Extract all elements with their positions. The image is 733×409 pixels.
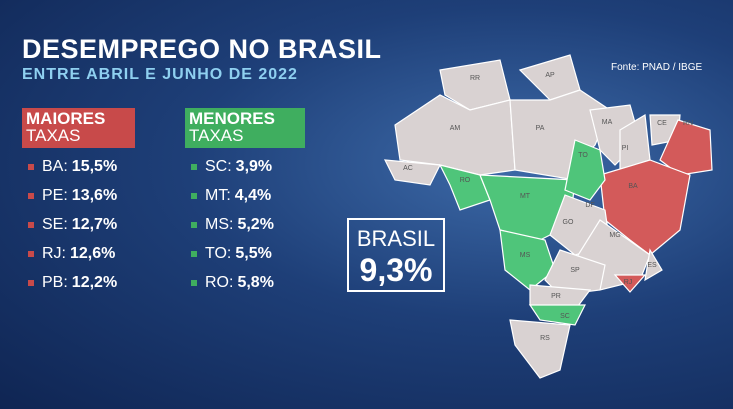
brasil-value: 9,3%: [359, 252, 433, 288]
states: [383, 54, 713, 379]
rate: 5,5%: [235, 244, 272, 262]
bullet: [191, 279, 197, 286]
heading-line: MENORES: [189, 109, 275, 128]
state-label: MS: [520, 252, 531, 259]
state-label: RN: [683, 120, 693, 127]
rate: 3,9%: [235, 157, 273, 175]
bullet: [28, 279, 34, 286]
state-label: MT: [520, 193, 531, 200]
heading-line: TAXAS: [26, 126, 81, 145]
menores-list: SC: 3,9% MT: 4,4% MS: 5,2% TO: 5,5% RO: 5,8%: [191, 152, 274, 297]
state-label: DF: [585, 202, 594, 209]
list-item: MT: 4,4%: [191, 181, 274, 210]
state-label: AC: [403, 165, 413, 172]
bullet: [191, 163, 197, 170]
maiores-heading: MAIORES TAXAS: [22, 108, 136, 148]
bullet: [28, 163, 34, 170]
state-code: TO:: [205, 244, 232, 262]
rate: 5,2%: [237, 215, 274, 233]
rate: 5,8%: [237, 273, 274, 291]
state-code: MS:: [205, 215, 234, 233]
bullet: [28, 250, 34, 257]
list-item: SC: 3,9%: [191, 152, 274, 181]
bullet: [28, 221, 34, 228]
bullet: [191, 192, 197, 199]
bullet: [191, 250, 197, 257]
state-label: PA: [536, 125, 545, 132]
state-label: RJ: [624, 279, 633, 286]
state-rs: [509, 319, 571, 379]
brasil-box: BRASIL 9,3%: [347, 218, 445, 292]
rate: 15,5%: [71, 157, 118, 175]
rate: 4,4%: [234, 186, 272, 204]
state-code: BA:: [42, 157, 68, 175]
state-sc: [528, 304, 586, 326]
source: Fonte: PNAD / IBGE: [611, 62, 703, 73]
list-item: RJ: 12,6%: [28, 239, 117, 268]
bullet: [191, 221, 197, 228]
subtitle: ENTRE ABRIL E JUNHO DE 2022: [22, 66, 298, 83]
state-label: ES: [647, 262, 657, 269]
state-label: TO: [578, 152, 588, 159]
state-label: SP: [570, 267, 580, 274]
state-code: RJ:: [42, 244, 66, 262]
state-label: AP: [545, 72, 555, 79]
rate: 12,6%: [70, 244, 116, 262]
state-ms: [499, 229, 556, 291]
list-item: PE: 13,6%: [28, 181, 117, 210]
bullet: [28, 192, 34, 199]
state-ba: [599, 159, 691, 256]
state-ne: [659, 119, 713, 176]
state-code: RO:: [205, 273, 234, 291]
state-code: PB:: [42, 273, 68, 291]
list-item: RO: 5,8%: [191, 268, 274, 297]
title: DESEMPREGO NO BRASIL: [22, 34, 382, 64]
state-es: [644, 248, 663, 282]
state-label: RR: [470, 75, 480, 82]
state-label: RS: [540, 335, 550, 342]
state-to: [564, 139, 606, 201]
state-rj: [613, 274, 647, 293]
state-label: PR: [551, 293, 561, 300]
list-item: MS: 5,2%: [191, 210, 274, 239]
state-code: MT:: [205, 186, 231, 204]
state-label: BA: [628, 183, 638, 190]
state-label: MG: [609, 232, 620, 239]
state-label: GO: [563, 219, 574, 226]
state-label: AM: [450, 125, 461, 132]
state-label: CE: [657, 120, 667, 127]
state-pa: [509, 89, 611, 181]
list-item: SE: 12,7%: [28, 210, 117, 239]
brasil-label: BRASIL: [356, 226, 436, 251]
state-code: PE:: [42, 186, 68, 204]
state-code: SE:: [42, 215, 68, 233]
list-item: PB: 12,2%: [28, 268, 117, 297]
rate: 12,2%: [71, 273, 118, 291]
menores-heading: MENORES TAXAS: [185, 108, 305, 148]
state-code: SC:: [205, 157, 232, 175]
state-label: MA: [602, 119, 613, 126]
rate: 12,7%: [71, 215, 118, 233]
list-item: TO: 5,5%: [191, 239, 274, 268]
heading-line: MAIORES: [26, 109, 106, 128]
state-ac: [383, 159, 441, 186]
state-ro: [438, 164, 491, 211]
maiores-list: BA: 15,5% PE: 13,6% SE: 12,7% RJ: 12,6% PB: 12,2%: [28, 152, 117, 297]
state-label: PI: [622, 145, 629, 152]
state-label: RO: [460, 177, 471, 184]
heading-line: TAXAS: [189, 126, 244, 145]
state-label: SC: [560, 313, 570, 320]
rate: 13,6%: [71, 186, 118, 204]
list-item: BA: 15,5%: [28, 152, 117, 181]
